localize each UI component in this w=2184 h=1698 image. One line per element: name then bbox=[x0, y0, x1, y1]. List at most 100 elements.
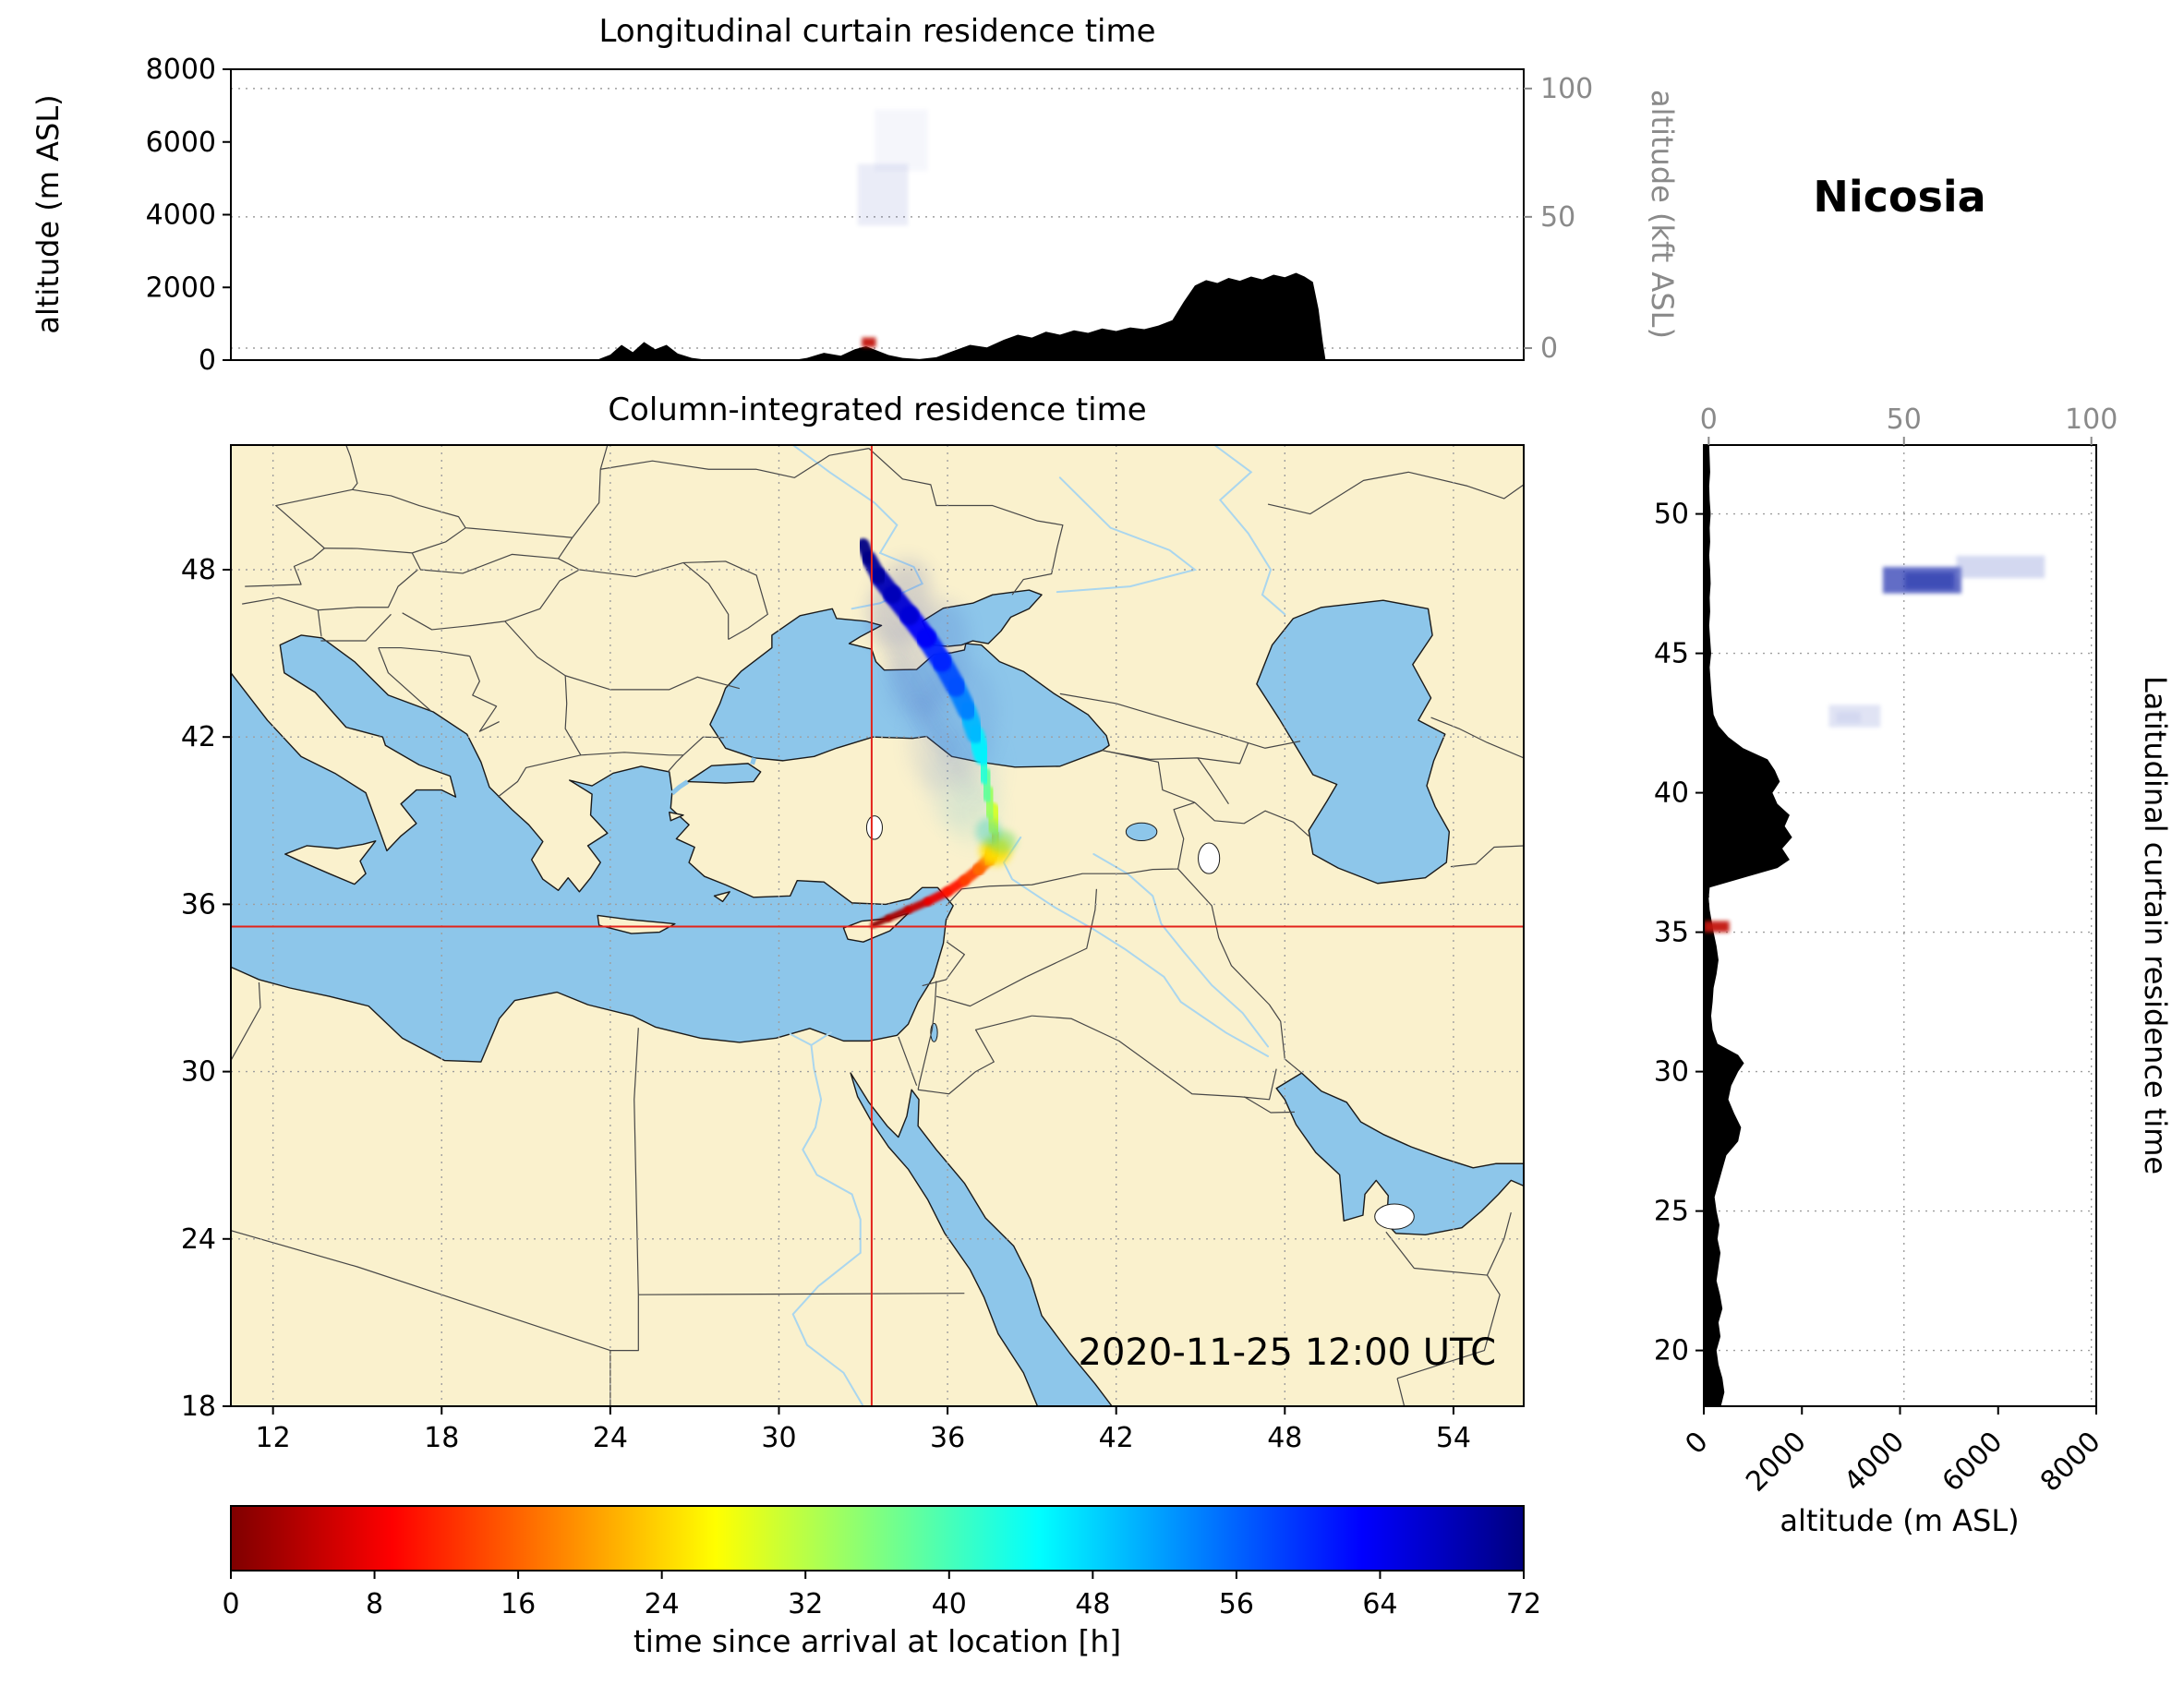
water-mediterranean bbox=[231, 634, 954, 1063]
country-border bbox=[504, 569, 580, 622]
longitude-tick-label: 54 bbox=[1436, 1422, 1471, 1454]
country-border bbox=[946, 868, 1178, 907]
country-border bbox=[318, 569, 418, 611]
residence-patch bbox=[862, 337, 876, 348]
country-border bbox=[633, 1028, 639, 1295]
country-border bbox=[917, 981, 937, 1090]
country-border bbox=[317, 609, 322, 637]
top-ylabel-right: altitude (kft ASL) bbox=[1645, 90, 1680, 339]
residence-patch bbox=[1836, 712, 1861, 724]
country-border bbox=[352, 488, 573, 538]
longitude-tick-label: 48 bbox=[1267, 1422, 1302, 1454]
altitude-m-tick-label: 4000 bbox=[1838, 1426, 1911, 1499]
colorbar-tick-label: 72 bbox=[1506, 1588, 1541, 1620]
river-nile bbox=[791, 1043, 864, 1406]
country-border bbox=[564, 675, 741, 691]
water-red_sea bbox=[850, 1072, 1113, 1406]
colorbar-tick-label: 40 bbox=[932, 1588, 967, 1620]
right-panel-content bbox=[1704, 445, 2096, 1406]
right-panel-bg bbox=[1704, 445, 2096, 1406]
country-border bbox=[898, 1036, 918, 1086]
country-border bbox=[918, 1015, 1032, 1095]
country-border bbox=[682, 561, 730, 640]
map-frame bbox=[230, 444, 1525, 1407]
longitude-tick-label: 12 bbox=[256, 1422, 291, 1454]
altitude-kft-tick-label: 100 bbox=[2065, 403, 2118, 436]
latitude-tick-label: 48 bbox=[181, 554, 216, 586]
river-euphrates bbox=[1002, 836, 1270, 1057]
lake bbox=[1125, 822, 1158, 842]
right-xlabel: altitude (m ASL) bbox=[1780, 1503, 2020, 1538]
latitude-tick-label: 24 bbox=[181, 1223, 216, 1256]
latitude-tick-label: 40 bbox=[1654, 777, 1689, 810]
country-border bbox=[667, 754, 684, 773]
residence-patch bbox=[874, 109, 928, 172]
country-border bbox=[638, 1293, 965, 1295]
country-border bbox=[609, 1295, 639, 1406]
country-border bbox=[1267, 471, 1524, 515]
plume-core bbox=[975, 817, 1001, 846]
latitude-tick-label: 36 bbox=[181, 888, 216, 921]
map-content bbox=[231, 445, 1524, 1406]
altitude-m-tick-label: 2000 bbox=[1740, 1426, 1813, 1499]
country-border bbox=[572, 469, 601, 538]
water-marmara bbox=[686, 763, 762, 784]
strait bbox=[670, 779, 689, 796]
altitude-m-tick-label: 6000 bbox=[1937, 1426, 2009, 1499]
island-lesbos bbox=[669, 812, 684, 822]
country-border bbox=[378, 646, 470, 657]
country-border bbox=[1385, 1231, 1501, 1379]
island-sicily bbox=[284, 840, 377, 885]
altitude-kft-tick-label: 0 bbox=[1540, 332, 1558, 365]
latitude-tick-label: 30 bbox=[1654, 1056, 1689, 1089]
country-border bbox=[600, 448, 869, 478]
country-border bbox=[1059, 692, 1301, 749]
country-border bbox=[345, 445, 358, 490]
residence-patch bbox=[1704, 921, 1730, 933]
altitude-kft-tick-label: 50 bbox=[1540, 201, 1575, 234]
colorbar-tick-label: 0 bbox=[222, 1588, 239, 1620]
country-border bbox=[504, 620, 566, 677]
terrain-profile-longitudinal bbox=[231, 272, 1524, 360]
residence-patch bbox=[1956, 555, 2045, 579]
colorbar-frame bbox=[230, 1505, 1525, 1572]
right-panel-title: Latitudinal curtain residence time bbox=[2138, 675, 2173, 1175]
altitude-kft-tick-label: 100 bbox=[1540, 73, 1593, 105]
country-border bbox=[378, 647, 431, 711]
latitude-tick-label: 25 bbox=[1654, 1196, 1689, 1228]
country-border bbox=[469, 656, 500, 732]
country-border bbox=[1026, 888, 1097, 978]
country-border bbox=[1173, 801, 1196, 870]
country-border bbox=[682, 736, 725, 756]
latitude-tick-label: 20 bbox=[1654, 1335, 1689, 1367]
country-border bbox=[231, 1230, 611, 1352]
water-caspian bbox=[1256, 599, 1451, 885]
country-border bbox=[1450, 845, 1524, 868]
country-border bbox=[275, 488, 353, 549]
country-border bbox=[242, 596, 319, 611]
country-border bbox=[599, 445, 609, 470]
country-border bbox=[579, 561, 684, 578]
latitude-tick-label: 18 bbox=[181, 1391, 216, 1423]
latitude-tick-label: 35 bbox=[1654, 917, 1689, 949]
map-title: Column-integrated residence time bbox=[608, 391, 1147, 428]
river-nile_delta_west bbox=[789, 1032, 813, 1046]
country-border bbox=[1396, 1378, 1406, 1406]
top-ylabel-left: altitude (m ASL) bbox=[30, 94, 66, 334]
lake bbox=[1198, 842, 1221, 874]
colorbar-label: time since arrival at location [h] bbox=[633, 1623, 1122, 1659]
residence-patch bbox=[1904, 572, 1954, 590]
altitude-m-tick-label: 2000 bbox=[146, 271, 216, 304]
altitude-m-tick-label: 8000 bbox=[146, 54, 216, 86]
water-persian_gulf bbox=[1275, 1072, 1524, 1235]
latitude-tick-label: 42 bbox=[181, 721, 216, 753]
country-border bbox=[682, 560, 768, 641]
colorbar-tick-label: 48 bbox=[1075, 1588, 1110, 1620]
river-don bbox=[1056, 476, 1198, 594]
colorbar-tick-label: 24 bbox=[645, 1588, 680, 1620]
country-border bbox=[564, 675, 582, 756]
country-border bbox=[1194, 801, 1309, 837]
country-border bbox=[580, 752, 683, 756]
plume-haze-streak bbox=[867, 599, 949, 747]
